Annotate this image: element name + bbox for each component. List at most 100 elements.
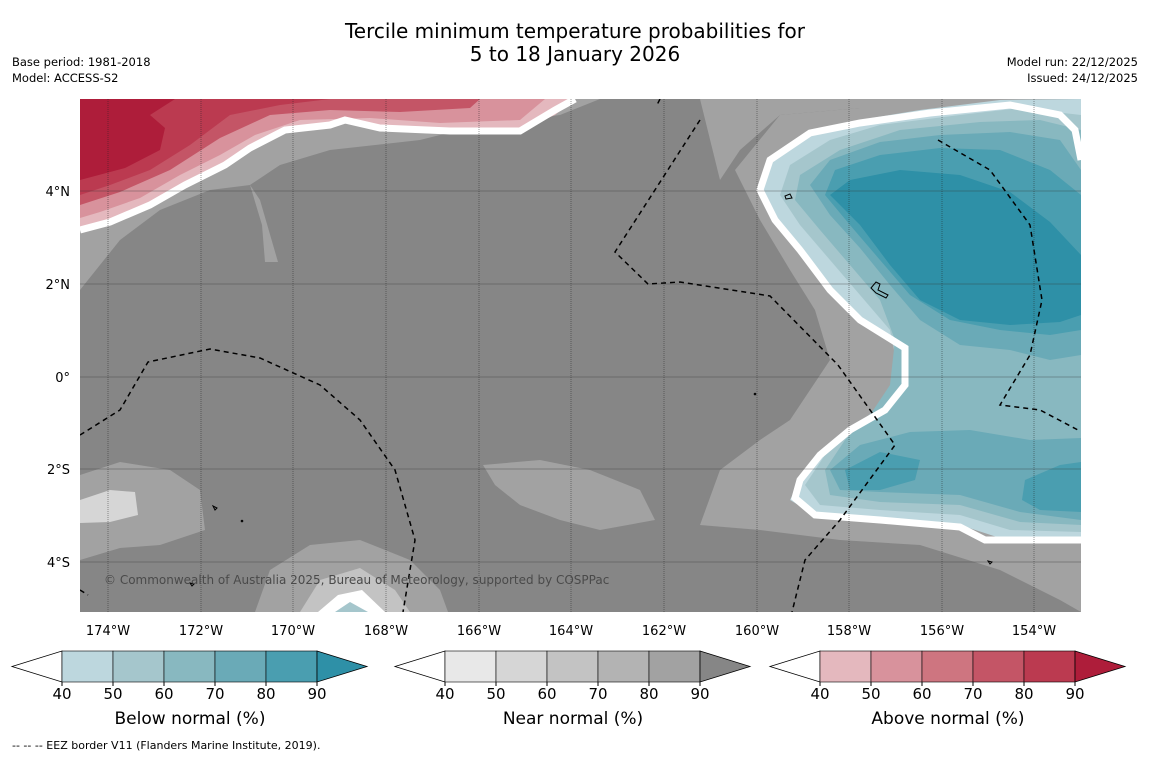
below-normal-80-south-region [845,452,920,490]
colorbar-near-normal: 40 50 60 70 80 90 [393,650,752,703]
colorbar-above-normal: 40 50 60 70 80 90 [768,650,1127,703]
lat-tick-label: 2°S [47,463,70,478]
eez-borders [80,99,1079,612]
near-normal-80-band-south-central [483,460,655,530]
issued-date: Issued: 24/12/2025 [1027,71,1138,85]
above-colorbar-tick-label: 40 [810,685,829,703]
eez-border-line-islands-arc [937,139,1079,431]
colorbar-label-below: Below normal (%) [114,709,266,729]
above-colorbar-max-extend [1074,650,1127,683]
lon-tick-label: 158°W [827,624,871,639]
lon-tick-label: 166°W [457,624,501,639]
near-colorbar-tick-label: 50 [486,685,505,703]
lat-axis: 4°N 2°N 0° 2°S 4°S [46,185,71,571]
above-colorbar-segment [1023,650,1076,683]
near-colorbar-segment [495,650,548,683]
below-colorbar-max-extend [316,650,369,683]
lon-tick-label: 172°W [179,624,223,639]
lon-tick-label: 164°W [549,624,593,639]
lon-tick-label: 168°W [364,624,408,639]
below-colorbar-tick-label: 60 [154,685,173,703]
above-normal-90-region [80,99,175,180]
above-colorbar-min-extend [768,650,821,683]
map-title-line1: Tercile minimum temperature probabilitie… [344,19,806,43]
probability-field: © Commonwealth of Australia 2025, Bureau… [80,99,1081,612]
near-colorbar-min-extend [393,650,446,683]
near-normal-60-patch-south [300,568,410,612]
map-title-line2: 5 to 18 January 2026 [469,42,681,66]
near-colorbar-tick-label: 70 [588,685,607,703]
lon-axis: 174°W 172°W 170°W 168°W 166°W 164°W 162°… [86,624,1056,639]
below-normal-70-south-region [830,430,1081,520]
lon-tick-label: 170°W [271,624,315,639]
below-colorbar-segment [214,650,267,683]
copyright-text: © Commonwealth of Australia 2025, Bureau… [104,573,609,587]
near-colorbar-segment [648,650,701,683]
island-starbuck [784,193,793,200]
above-colorbar-tick-label: 60 [912,685,931,703]
near-colorbar-segment [444,650,497,683]
near-normal-80-band-southwest [80,462,205,560]
below-normal-80-southeast-region [1022,462,1081,512]
base-period: Base period: 1981-2018 [12,55,151,69]
islands [188,193,993,587]
above-colorbar-tick-label: 70 [963,685,982,703]
below-colorbar-min-extend [10,650,63,683]
near-colorbar-max-extend [699,650,752,683]
lat-tick-label: 0° [55,371,70,386]
above-colorbar-tick-label: 90 [1065,685,1084,703]
colorbar-label-near: Near normal (%) [502,709,644,729]
meta-right: Model run: 22/12/2025 Issued: 24/12/2025 [1007,54,1138,86]
above-colorbar-tick-label: 50 [861,685,880,703]
island-malden [870,281,889,299]
below-normal-90-region [830,170,1081,325]
model-run: Model run: 22/12/2025 [1006,55,1138,69]
below-normal-patch-south [335,602,368,612]
below-colorbar-segment [163,650,216,683]
above-colorbar-tick-label: 80 [1014,685,1033,703]
lon-tick-label: 174°W [86,624,130,639]
near-colorbar-tick-label: 80 [639,685,658,703]
near-colorbar-tick-label: 90 [690,685,709,703]
lat-tick-label: 4°S [47,556,70,571]
island-small-2 [188,582,195,587]
below-colorbar-segment [265,650,318,683]
island-dot-2 [753,392,757,396]
near-colorbar-tick-label: 60 [537,685,556,703]
colorbar-below-normal: 40 50 60 70 80 90 [10,650,369,703]
below-colorbar-tick-label: 70 [205,685,224,703]
above-colorbar-segment [870,650,923,683]
island-small-3 [986,560,993,565]
lon-tick-label: 154°W [1012,624,1056,639]
near-colorbar-tick-label: 40 [435,685,454,703]
model-name: Model: ACCESS-S2 [12,71,119,85]
gridlines [80,190,1081,563]
above-colorbar-segment [921,650,974,683]
above-colorbar-segment [972,650,1025,683]
lon-tick-label: 156°W [920,624,964,639]
meta-left: Base period: 1981-2018 Model: ACCESS-S2 [12,54,151,86]
lat-tick-label: 2°N [46,278,71,293]
island-dot-1 [240,519,244,523]
eez-border-tokelau-arc [80,348,416,612]
lat-tick-label: 4°N [46,185,71,200]
near-normal-60-patch-southwest [80,490,138,523]
below-colorbar-tick-label: 50 [103,685,122,703]
below-colorbar-segment [112,650,165,683]
eez-footnote: -- -- -- EEZ border V11 (Flanders Marine… [12,739,321,752]
above-colorbar-segment [819,650,872,683]
near-colorbar-segment [597,650,650,683]
near-colorbar-segment [546,650,599,683]
lon-tick-label: 160°W [735,624,779,639]
eez-border-phoenix-line [614,99,896,612]
eez-border-southeast [80,589,89,596]
meridians [107,99,1035,612]
white-contour-above [80,99,577,234]
white-patch-south [318,590,385,612]
below-colorbar-segment [61,650,114,683]
below-colorbar-tick-label: 40 [52,685,71,703]
near-normal-80-band-north [80,99,1081,290]
below-colorbar-tick-label: 80 [256,685,275,703]
lon-tick-label: 162°W [642,624,686,639]
